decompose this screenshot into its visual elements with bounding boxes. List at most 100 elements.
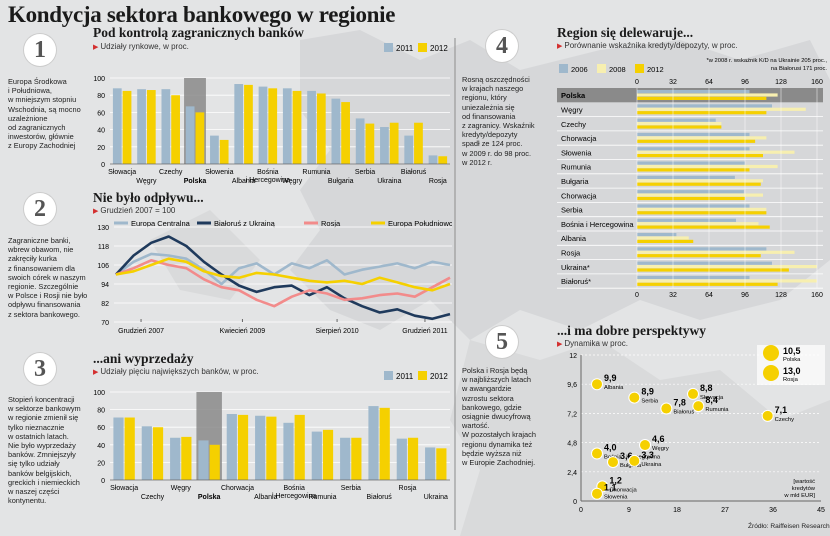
note-line: z finansowaniem dla (8, 263, 75, 273)
note-line: tylko nieznacznie (8, 422, 65, 432)
note-line: w najbliższych latach (462, 375, 532, 385)
legend-swatch-2011 (384, 371, 393, 380)
bar-2011-Serbia (355, 118, 365, 164)
x-tick-label: Czechy (159, 169, 183, 176)
bar-2012-Albania (266, 416, 277, 480)
note-1: Europa Środkowa i Południowa, w mniejszym … (8, 77, 90, 151)
axis-note: [wartość (793, 479, 815, 485)
bar-2011-Chorwacja (226, 414, 237, 480)
row-label: Ukraina* (561, 263, 590, 272)
note-line: w ostatnich latach. (8, 431, 69, 441)
bar-2011-Ukraina (380, 127, 389, 164)
y-tick-label: 0 (573, 499, 577, 506)
legend-value: 10,5 (783, 346, 801, 356)
bar-2011-Rosja (396, 438, 407, 480)
x-tick-label: Grudzień 2011 (402, 328, 448, 335)
note-line: z sektora bankowego. (8, 309, 80, 319)
bubble-label: Czechy (775, 417, 794, 423)
row-label: Białoruś* (561, 277, 591, 286)
x-tick-label: Sierpień 2010 (315, 328, 358, 335)
source-label: Źródło: Raiffeisen Research (748, 523, 830, 530)
bar-2011-Bośnia i Hercegowina (258, 86, 268, 164)
bar-2008-Bośnia i Hercegowina (637, 222, 759, 226)
x-tick-label: Bośnia (257, 169, 279, 176)
x-tick-label: Białoruś (401, 169, 427, 176)
chart2-title: Nie było odpływu... (93, 190, 204, 205)
bar-2006-Chorwacja (637, 190, 744, 194)
x-tick-label-top: 96 (741, 79, 749, 86)
note-3: Stopień koncentracji w sektorze bankowym w… (8, 395, 90, 505)
bar-2011-Bośnia i Hercegowina (283, 422, 294, 480)
bubble-label: Słowenia (604, 495, 628, 501)
bar-2012-Bośnia i Hercegowina (294, 414, 305, 480)
y-tick-label: 7,2 (567, 411, 577, 418)
bar-2012-Chorwacja (637, 139, 756, 143)
row-label: Rosja (561, 248, 581, 257)
bubble-Bośnia i Hercegowina (591, 447, 603, 460)
bar-2012-Chorwacja (637, 196, 745, 201)
x-tick-label: i Hercegowina (272, 493, 316, 500)
y-tick-label: 100 (93, 390, 105, 397)
badge-5: 5 (486, 326, 518, 358)
x-tick-label: Rosja (399, 485, 417, 492)
line-series-1 (115, 235, 451, 321)
bar-2011-Ukraina (425, 447, 436, 480)
bar-2006-Chorwacja (637, 132, 750, 137)
note-line: z zagranicy. Wskaźnik (462, 121, 535, 131)
y-tick-label: 4,8 (567, 441, 577, 448)
bar-2012-Rumunia (637, 168, 750, 172)
x-tick-label: Bośnia (283, 485, 305, 492)
page-title: Kondycja sektora bankowego w regionie (8, 2, 396, 27)
x-tick-label: Serbia (341, 485, 361, 492)
bubble-label: Słowacja (700, 395, 724, 401)
legend-swatch-2012 (418, 371, 427, 380)
note-line: Stopień koncentracji (8, 395, 75, 404)
chart4-title: Region się delewaruje... (557, 25, 694, 40)
legend-label: Rosja (321, 219, 341, 228)
note-line: osiągnie dwucyfrową (462, 412, 531, 422)
bubble-Słowacja (687, 387, 699, 400)
chart5-title: ...i ma dobre perspektywy (557, 323, 707, 338)
note-line: kredyty/depozyty (462, 130, 518, 140)
bar-2012-Słowacja (124, 417, 135, 480)
bubble-value: 3,3 (641, 450, 654, 460)
bar-2006-Białoruś* (637, 275, 750, 280)
legend-label: Europa Centralna (131, 219, 191, 228)
bubble-value: 4,0 (604, 443, 617, 453)
triangle-icon: ▶ (93, 44, 99, 51)
x-tick-label: Polska (198, 494, 221, 501)
bubble-Rumunia (692, 400, 705, 413)
legend-label-2012: 2012 (430, 372, 448, 381)
bubble-value: 1,2 (609, 475, 622, 485)
x-tick-label-top: 128 (775, 79, 787, 86)
legend-swatch-2011 (384, 43, 393, 52)
y-tick-label: 60 (97, 110, 105, 117)
x-tick-label: 27 (721, 507, 729, 514)
note-line: w sektorze bankowym (8, 404, 81, 414)
bar-2011-Rumunia (311, 431, 322, 480)
y-tick-label: 82 (101, 301, 109, 308)
bar-2012-Słowacja (122, 90, 132, 164)
bar-2012-Rosja (407, 437, 419, 480)
chart2-subtitle: ▶ Grudzień 2007 = 100 (93, 206, 176, 215)
bar-2008-Chorwacja (637, 193, 763, 197)
note-line: w 2012 r. (462, 157, 492, 167)
note-line: regionie. Szczególnie (8, 282, 79, 292)
bar-2011-Słowacja (112, 88, 122, 164)
bar-2012-Czechy (152, 427, 164, 480)
chart3-title: ...ani wyprzedaży (93, 351, 194, 366)
bubble-label: Rumunia (705, 407, 729, 413)
bar-2012-Ukraina (389, 122, 399, 164)
note-line: wartość. (462, 421, 490, 431)
bar-2012-Serbia (351, 437, 362, 480)
chart4-svg: 2006 2008 2012 *w 2008 r. wskaźnik K/D na U… (557, 58, 827, 299)
legend-bubble-Polska (763, 345, 779, 361)
legend-label: Europa Południowo-Wschodnia (388, 219, 452, 228)
bar-2012-Węgry (292, 90, 302, 164)
bar-2006-Bośnia i Hercegowina (637, 218, 736, 222)
x-tick-label: Rumunia (302, 169, 330, 176)
note-2: Zagraniczne banki, wbrew obawom, nie zakrę… (8, 236, 90, 319)
bar-2011-Albania (234, 84, 244, 164)
x-tick-label: Grudzień 2007 (118, 328, 164, 335)
bar-2012-Bośnia i Hercegowina (637, 225, 770, 229)
